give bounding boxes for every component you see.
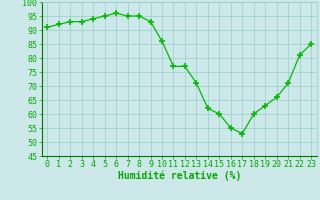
X-axis label: Humidité relative (%): Humidité relative (%)	[117, 171, 241, 181]
